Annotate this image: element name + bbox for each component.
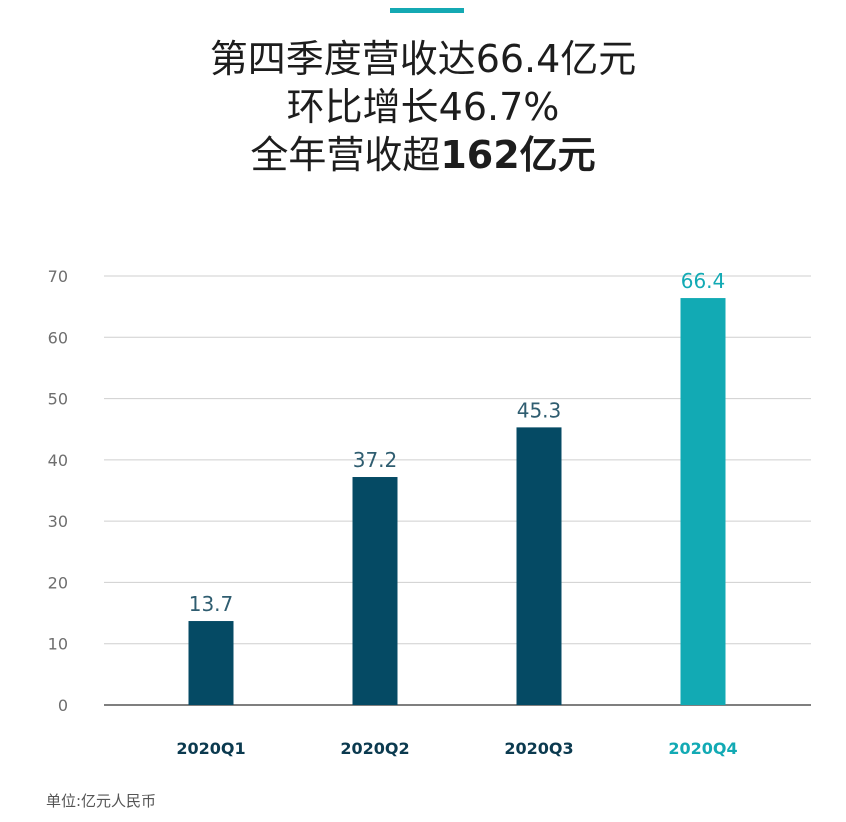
headline-line-3: 全年营收超162亿元 bbox=[0, 131, 846, 179]
bar-2020q4 bbox=[680, 298, 726, 705]
unit-note: 单位:亿元人民币 bbox=[46, 792, 157, 810]
data-label: 45.3 bbox=[517, 398, 562, 422]
bar-2020q1 bbox=[188, 621, 234, 705]
accent-bar bbox=[390, 8, 464, 13]
headline-line-2: 环比增长46.7% bbox=[286, 85, 560, 129]
x-tick-label: 2020Q2 bbox=[340, 739, 409, 758]
headline-line-3-bold: 162亿元 bbox=[440, 133, 596, 177]
data-label: 66.4 bbox=[681, 269, 726, 293]
x-tick-label: 2020Q1 bbox=[176, 739, 245, 758]
bar-2020q2 bbox=[352, 477, 398, 705]
y-tick-label: 70 bbox=[48, 267, 68, 286]
y-tick-label: 20 bbox=[48, 573, 68, 592]
y-tick-label: 50 bbox=[48, 390, 68, 409]
y-tick-label: 40 bbox=[48, 451, 68, 470]
x-tick-label: 2020Q3 bbox=[504, 739, 573, 758]
y-tick-label: 10 bbox=[48, 635, 68, 654]
data-label: 13.7 bbox=[189, 592, 234, 616]
y-tick-label: 60 bbox=[48, 328, 68, 347]
bar-2020q3 bbox=[516, 427, 562, 705]
x-tick-label: 2020Q4 bbox=[668, 739, 737, 758]
headline-line-1: 第四季度营收达66.4亿元 bbox=[209, 37, 637, 81]
headline: 第四季度营收达66.4亿元 环比增长46.7% 全年营收超162亿元 bbox=[0, 35, 846, 179]
y-tick-label: 0 bbox=[58, 696, 68, 715]
data-label: 37.2 bbox=[353, 448, 398, 472]
y-tick-label: 30 bbox=[48, 512, 68, 531]
headline-line-3-text: 全年营收超 bbox=[250, 133, 441, 177]
